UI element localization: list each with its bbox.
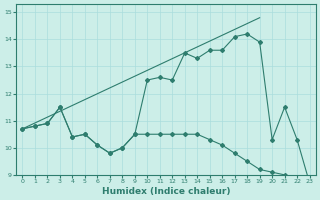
X-axis label: Humidex (Indice chaleur): Humidex (Indice chaleur) <box>102 187 230 196</box>
